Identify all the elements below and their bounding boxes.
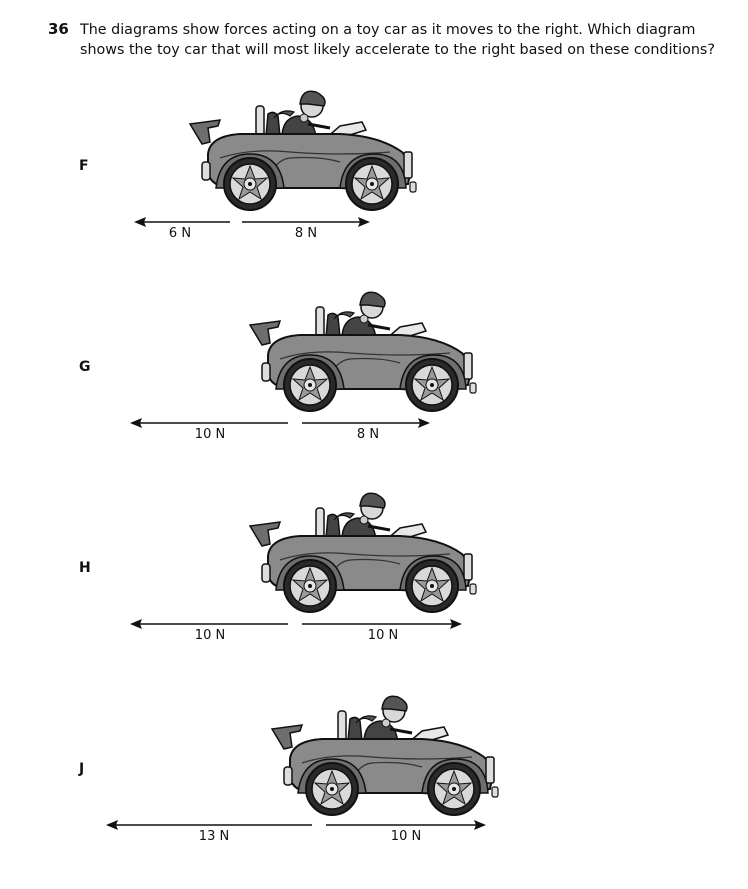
- right-force-arrow: [302, 418, 430, 428]
- question-number: 36: [48, 20, 69, 38]
- left-force-label: 10 N: [195, 628, 225, 643]
- toy-car-image: [250, 493, 476, 612]
- option-letter: H: [79, 560, 91, 576]
- right-force-arrow: [326, 820, 486, 830]
- option-letter: G: [79, 359, 91, 375]
- toy-car-image: [250, 292, 476, 411]
- force-diagram: 10 N 10 N: [130, 498, 748, 643]
- left-force-label: 6 N: [169, 226, 191, 241]
- right-force-arrow: [242, 217, 370, 227]
- option-h[interactable]: H 10 N 10 N: [0, 498, 748, 688]
- right-force-arrow: [302, 619, 462, 629]
- option-f[interactable]: F 6 N 8 N: [0, 96, 748, 286]
- toy-car-image: [272, 696, 498, 815]
- toy-car-image: [190, 91, 416, 210]
- right-force-label: 10 N: [368, 628, 398, 643]
- left-force-arrow: [130, 619, 288, 629]
- left-force-label: 13 N: [199, 829, 229, 844]
- option-g[interactable]: G 10 N 8 N: [0, 297, 748, 487]
- right-force-label: 10 N: [391, 829, 421, 844]
- option-letter: J: [79, 761, 85, 777]
- force-diagram: 10 N 8 N: [130, 297, 748, 442]
- left-force-arrow: [134, 217, 230, 227]
- force-diagram: 6 N 8 N: [134, 96, 748, 241]
- force-diagram: 13 N 10 N: [106, 696, 748, 844]
- option-j[interactable]: J 13 N 10 N: [0, 699, 748, 889]
- right-force-label: 8 N: [357, 427, 379, 442]
- left-force-arrow: [130, 418, 288, 428]
- question-text: The diagrams show forces acting on a toy…: [80, 22, 715, 58]
- right-force-label: 8 N: [295, 226, 317, 241]
- left-force-arrow: [106, 820, 312, 830]
- option-letter: F: [79, 158, 89, 174]
- left-force-label: 10 N: [195, 427, 225, 442]
